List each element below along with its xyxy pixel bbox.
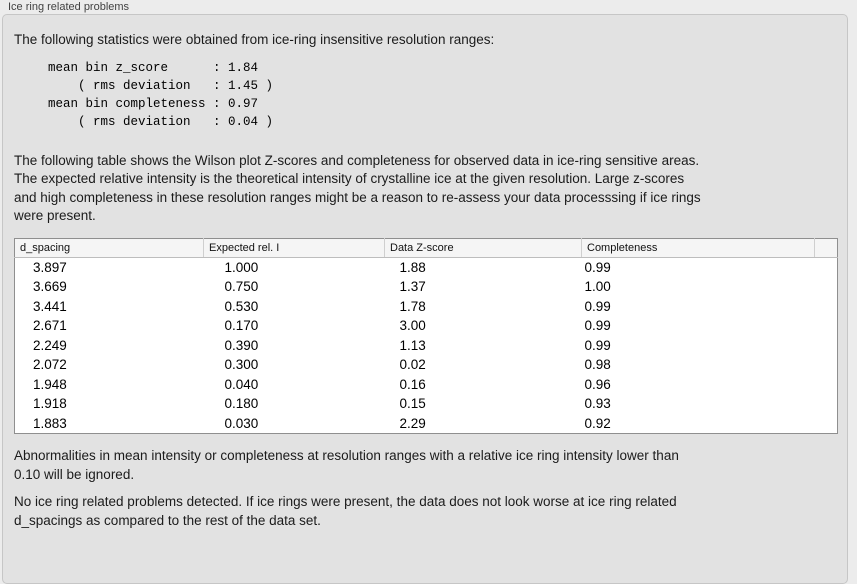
- table-cell: 0.530: [224, 298, 259, 314]
- table-row[interactable]: 3.669 0.750 1.37 1.00: [15, 277, 838, 297]
- table-cell: 0.99: [584, 318, 611, 334]
- column-header-filler[interactable]: [814, 238, 838, 258]
- table-cell: 1.918: [33, 396, 67, 412]
- table-cell: [815, 355, 838, 375]
- table-cell: 1.00: [584, 279, 611, 295]
- table-cell: 2.671: [33, 318, 67, 334]
- table-cell: 0.300: [224, 357, 259, 373]
- table-cell: 1.78: [399, 298, 426, 314]
- table-cell: 0.99: [584, 337, 611, 353]
- table-cell: 0.99: [584, 298, 611, 314]
- table-cell: 0.92: [584, 415, 611, 431]
- table-cell: [815, 257, 838, 277]
- column-header-completeness[interactable]: Completeness: [581, 238, 815, 258]
- table-cell: 1.13: [399, 337, 426, 353]
- table-cell: 2.072: [33, 357, 67, 373]
- note-text: Abnormalities in mean intensity or compl…: [14, 448, 679, 482]
- column-header-d-spacing[interactable]: d_spacing: [14, 238, 204, 258]
- table-cell: 3.669: [33, 279, 67, 295]
- ice-ring-panel: The following statistics were obtained f…: [2, 14, 848, 584]
- table-cell: [815, 297, 838, 317]
- table-description: The following table shows the Wilson plo…: [14, 152, 701, 224]
- panel-title: Ice ring related problems: [8, 1, 130, 13]
- table-cell: 0.99: [584, 259, 611, 275]
- table-cell: 0.040: [224, 376, 259, 392]
- table-row[interactable]: 2.249 0.390 1.13 0.99: [15, 336, 838, 356]
- table-cell: 3.897: [33, 259, 67, 275]
- intro-text: The following statistics were obtained f…: [14, 32, 495, 47]
- table-row[interactable]: 2.072 0.300 0.02 0.98: [15, 355, 838, 375]
- table-row[interactable]: 1.918 0.180 0.15 0.93: [15, 394, 838, 414]
- table-cell: 0.93: [584, 396, 611, 412]
- table-cell: 3.441: [33, 298, 67, 314]
- table-cell: 1.883: [33, 415, 67, 431]
- table-row[interactable]: 3.897 1.000 1.88 0.99: [15, 257, 838, 277]
- table-cell: 0.96: [584, 376, 611, 392]
- table-cell: 1.000: [224, 259, 259, 275]
- table-cell: 0.030: [224, 415, 259, 431]
- table-row[interactable]: 1.883 0.030 2.29 0.92: [15, 414, 838, 434]
- conclusion-text: No ice ring related problems detected. I…: [14, 494, 677, 528]
- ice-table-head-row: d_spacing Expected rel. I Data Z-score Comp…: [14, 238, 838, 258]
- table-cell: 0.170: [224, 318, 259, 334]
- table-cell: 2.29: [399, 415, 426, 431]
- table-cell: 0.16: [399, 376, 426, 392]
- table-cell: [815, 316, 838, 336]
- table-row[interactable]: 2.671 0.170 3.00 0.99: [15, 316, 838, 336]
- table-cell: 2.249: [33, 337, 67, 353]
- table-row[interactable]: 3.441 0.530 1.78 0.99: [15, 297, 838, 317]
- stats-block: mean bin z_score : 1.84 ( rms deviation …: [48, 60, 274, 129]
- ice-table-body: 3.897 1.000 1.88 0.99 3.669 0.750 1.37 1.00 3.44…: [15, 257, 838, 434]
- table-cell: 1.88: [399, 259, 426, 275]
- table-cell: 0.15: [399, 396, 426, 412]
- column-header-expected-rel-i[interactable]: Expected rel. I: [203, 238, 385, 258]
- table-cell: 1.37: [399, 279, 426, 295]
- table-cell: 0.180: [224, 396, 259, 412]
- table-cell: 0.02: [399, 357, 426, 373]
- table-cell: [815, 336, 838, 356]
- table-cell: 0.750: [224, 279, 259, 295]
- ice-ring-table[interactable]: d_spacing Expected rel. I Data Z-score Comp…: [14, 237, 838, 434]
- table-cell: [815, 277, 838, 297]
- table-cell: [815, 414, 838, 434]
- table-cell: [815, 375, 838, 395]
- table-cell: [815, 394, 838, 414]
- table-row[interactable]: 1.948 0.040 0.16 0.96: [15, 375, 838, 395]
- table-cell: 0.98: [584, 357, 611, 373]
- table-cell: 1.948: [33, 376, 67, 392]
- table-cell: 3.00: [399, 318, 426, 334]
- table-cell: 0.390: [224, 337, 259, 353]
- column-header-data-z-score[interactable]: Data Z-score: [384, 238, 582, 258]
